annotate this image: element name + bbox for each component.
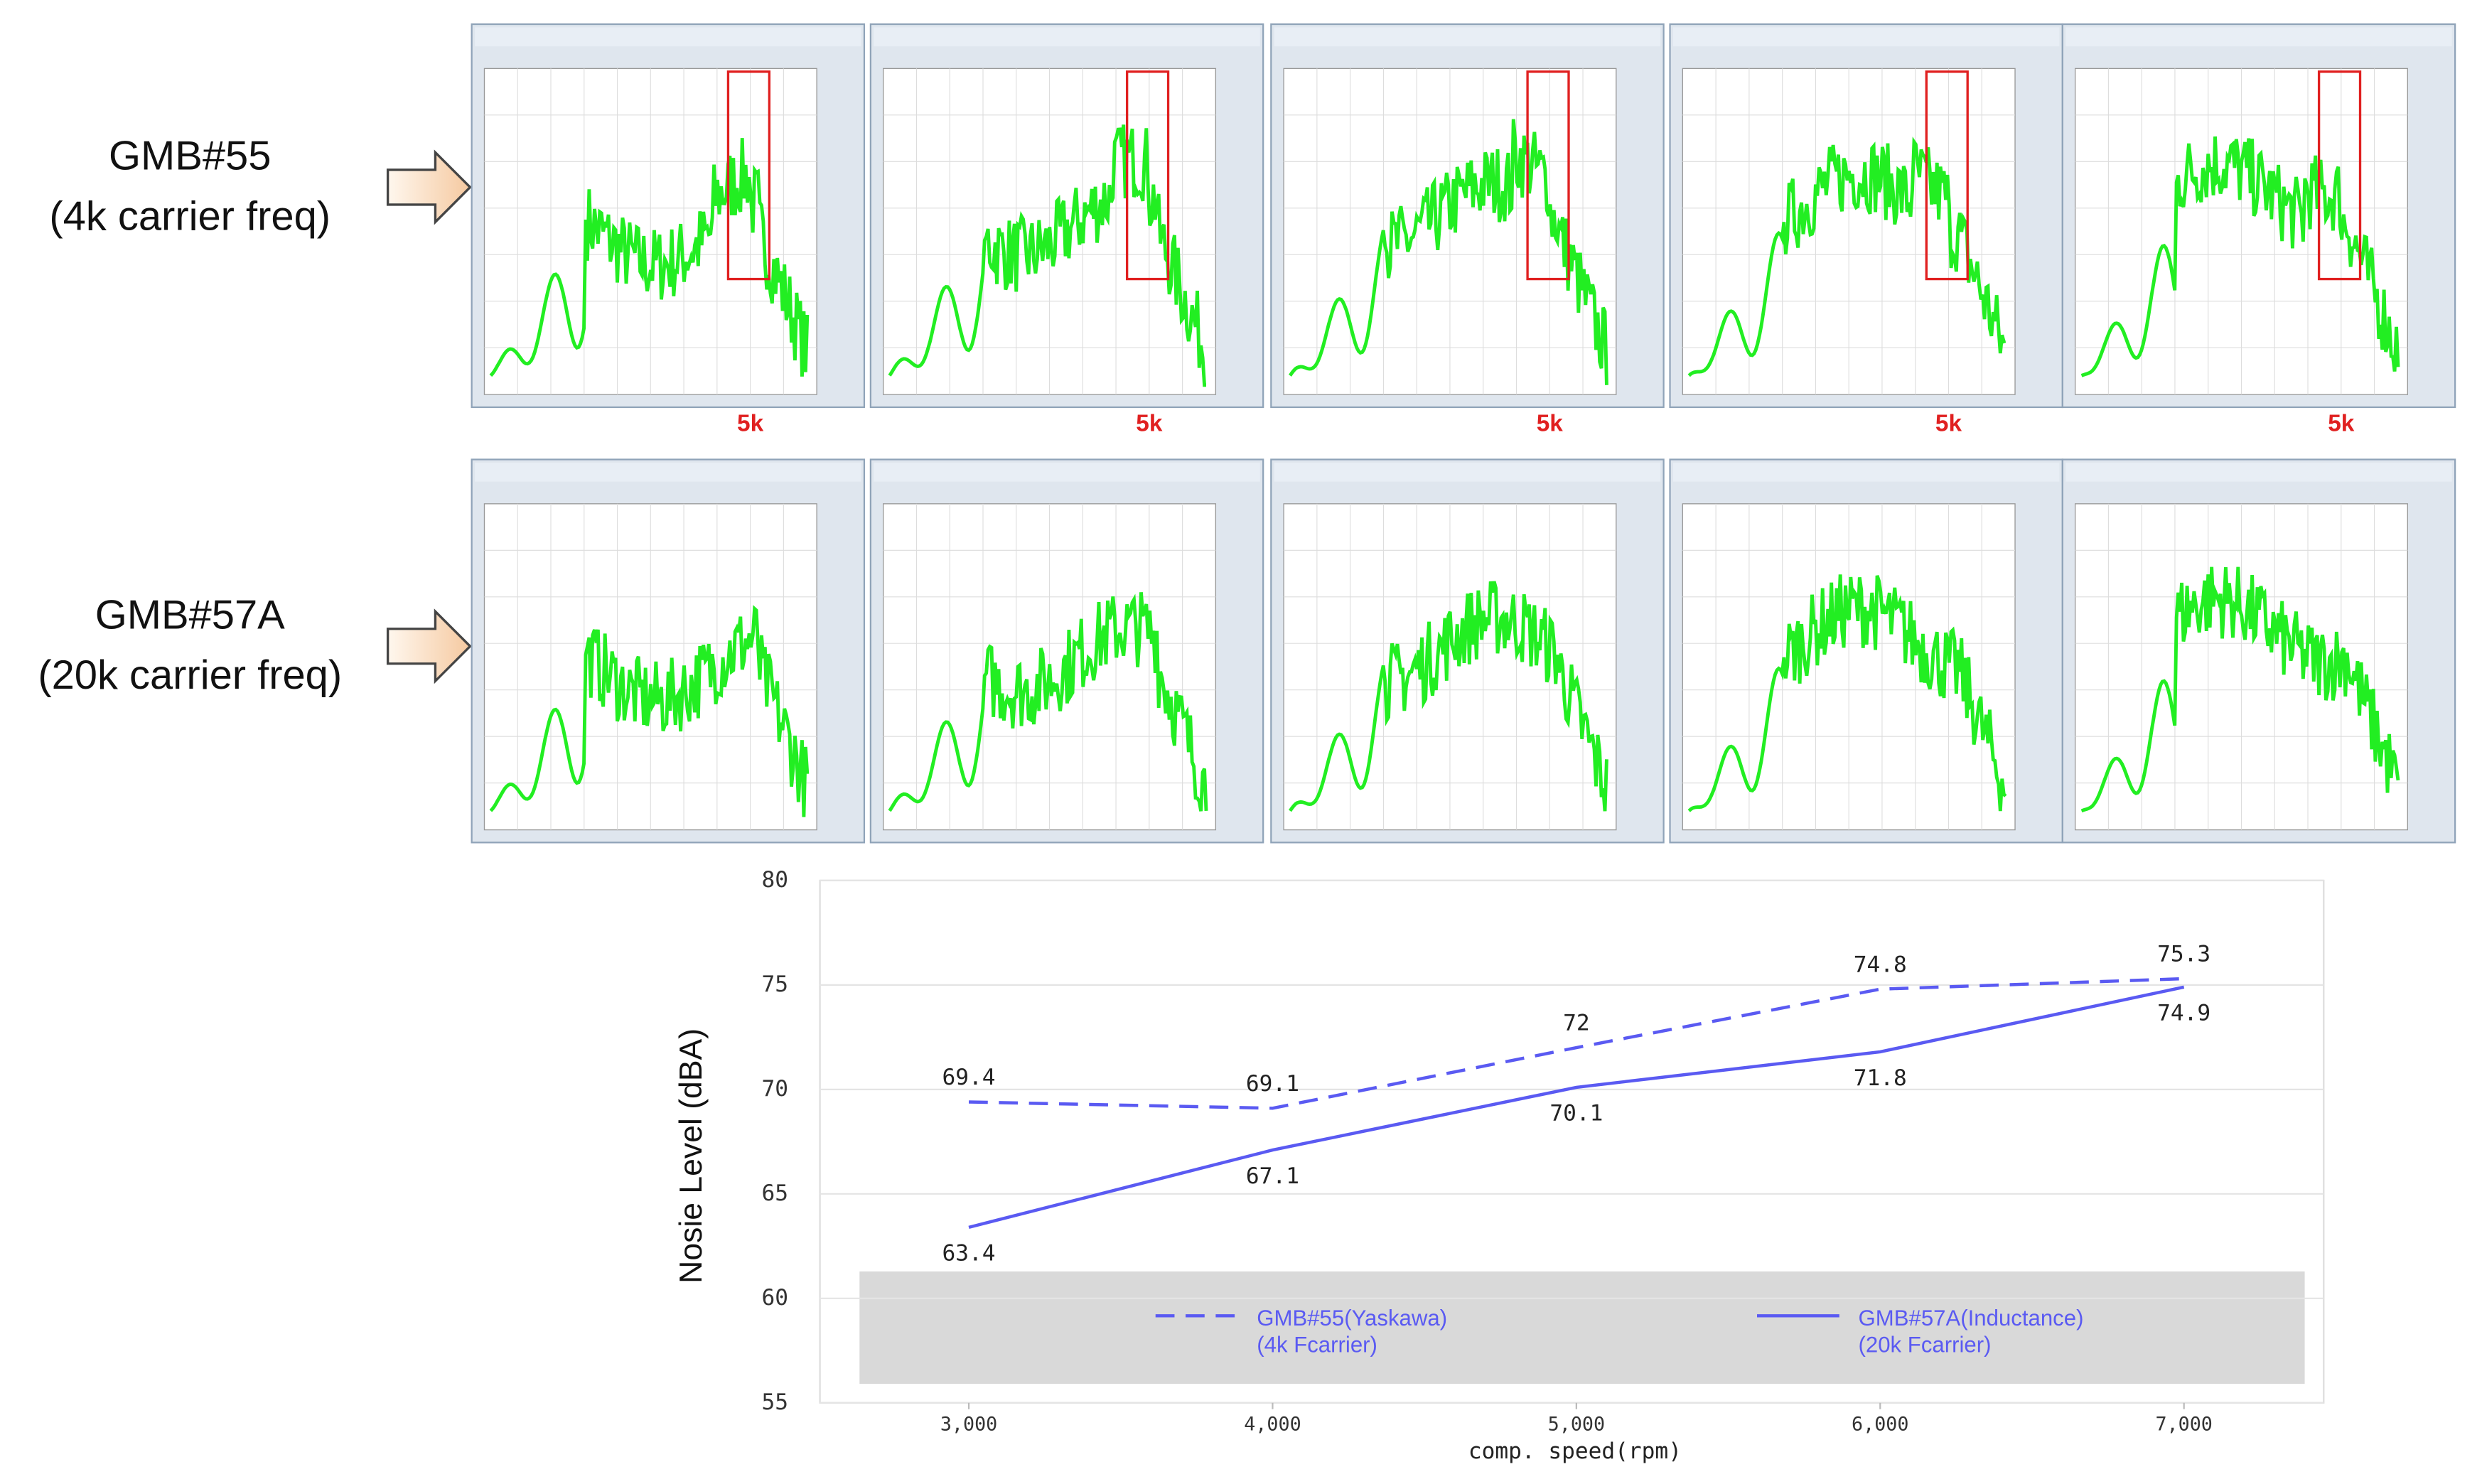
spectrum-window <box>1669 458 2063 844</box>
value-label: 75.3 <box>2157 942 2210 967</box>
spectrum-window: 5k <box>1669 23 2063 436</box>
row-label: GMB#57A <box>95 592 285 638</box>
value-label: 67.1 <box>1246 1163 1299 1189</box>
y-tick-label: 65 <box>762 1181 789 1206</box>
spectrum-window <box>1270 458 1665 844</box>
marker-label: 5k <box>737 410 764 436</box>
x-axis-label: comp. speed(rpm) <box>1468 1439 1682 1464</box>
title-bar <box>874 27 1260 47</box>
x-tick-label: 3,000 <box>940 1413 997 1435</box>
value-label: 69.1 <box>1246 1071 1299 1097</box>
spectrum-trace <box>1687 574 2007 812</box>
series-line <box>968 977 2184 1110</box>
title-bar <box>1672 462 2060 482</box>
value-label: 74.8 <box>1854 952 1907 977</box>
spectrum-window: 5k <box>869 23 1264 436</box>
line-chart: 55 60 65 70 75 80 3,000 4,000 5,000 6,000 7,000 com… <box>674 867 2324 1464</box>
title-bar <box>475 462 861 482</box>
spectrum-window: 5k <box>1270 23 1665 436</box>
title-bar <box>2065 462 2452 482</box>
spectrum-trace <box>1687 136 2006 377</box>
spectrum-trace <box>888 124 1207 387</box>
y-axis-label: Nosie Level (dBA) <box>674 1028 709 1284</box>
marker-label: 5k <box>1136 410 1163 436</box>
y-tick-label: 55 <box>762 1389 789 1415</box>
spectrum-window <box>869 458 1264 844</box>
spectrum-window: 5k <box>2061 23 2456 436</box>
title-bar <box>1274 27 1661 47</box>
spectrum-window <box>471 458 866 844</box>
row-label: (4k carrier freq) <box>49 193 331 239</box>
highlight-box <box>1925 70 1969 281</box>
highlight-box <box>2317 70 2362 281</box>
spectrum-trace <box>1289 119 1608 385</box>
spectrum-window: 5k <box>471 23 866 436</box>
value-label: 63.4 <box>942 1241 996 1267</box>
value-label: 74.9 <box>2157 1001 2210 1026</box>
title-bar <box>874 462 1260 482</box>
value-label: 70.1 <box>1549 1101 1603 1127</box>
series-line <box>968 985 2185 1230</box>
legend-label: GMB#57A(Inductance) (20k Fcarrier) <box>1859 1306 2084 1357</box>
y-tick-label: 70 <box>762 1076 789 1102</box>
x-tick-label: 5,000 <box>1548 1413 1605 1435</box>
title-bar <box>475 27 861 47</box>
highlight-box <box>1125 70 1170 281</box>
x-tick-label: 4,000 <box>1244 1413 1301 1435</box>
arrow <box>386 608 472 684</box>
highlight-box <box>1526 70 1570 281</box>
y-tick-label: 75 <box>762 972 789 997</box>
spectrum-trace <box>2080 566 2400 813</box>
y-tick-label: 60 <box>762 1285 789 1311</box>
spectrum-trace <box>888 592 1208 812</box>
spectrum-trace <box>1289 581 1608 812</box>
highlight-box <box>726 70 771 281</box>
value-label: 71.8 <box>1854 1065 1907 1091</box>
marker-label: 5k <box>1935 410 1962 436</box>
row-labels: GMB#55 (4k carrier freq) GMB#57A (20k ca… <box>38 134 342 698</box>
y-tick-label: 80 <box>762 867 789 893</box>
marker-label: 5k <box>1537 410 1564 436</box>
legend-label: GMB#55(Yaskawa) (4k Fcarrier) <box>1257 1306 1447 1357</box>
x-tick-label: 7,000 <box>2155 1413 2212 1435</box>
arrow <box>386 149 472 225</box>
spectrum-trace <box>2080 136 2400 377</box>
marker-label: 5k <box>2328 410 2355 436</box>
spectrum-window <box>2061 458 2456 844</box>
title-bar <box>2065 27 2452 47</box>
row-label: GMB#55 <box>109 134 271 179</box>
value-label: 69.4 <box>942 1065 996 1090</box>
title-bar <box>1672 27 2060 47</box>
legend-box <box>859 1271 2305 1384</box>
x-tick-label: 6,000 <box>1852 1413 1908 1435</box>
row-label: (20k carrier freq) <box>38 652 342 698</box>
value-label: 72 <box>1563 1011 1590 1036</box>
spectrum-trace <box>489 138 810 377</box>
spectrum-panels: 5k 5k 5k 5k 5k <box>471 23 2456 844</box>
spectrum-trace <box>489 605 810 817</box>
title-bar <box>1274 462 1661 482</box>
